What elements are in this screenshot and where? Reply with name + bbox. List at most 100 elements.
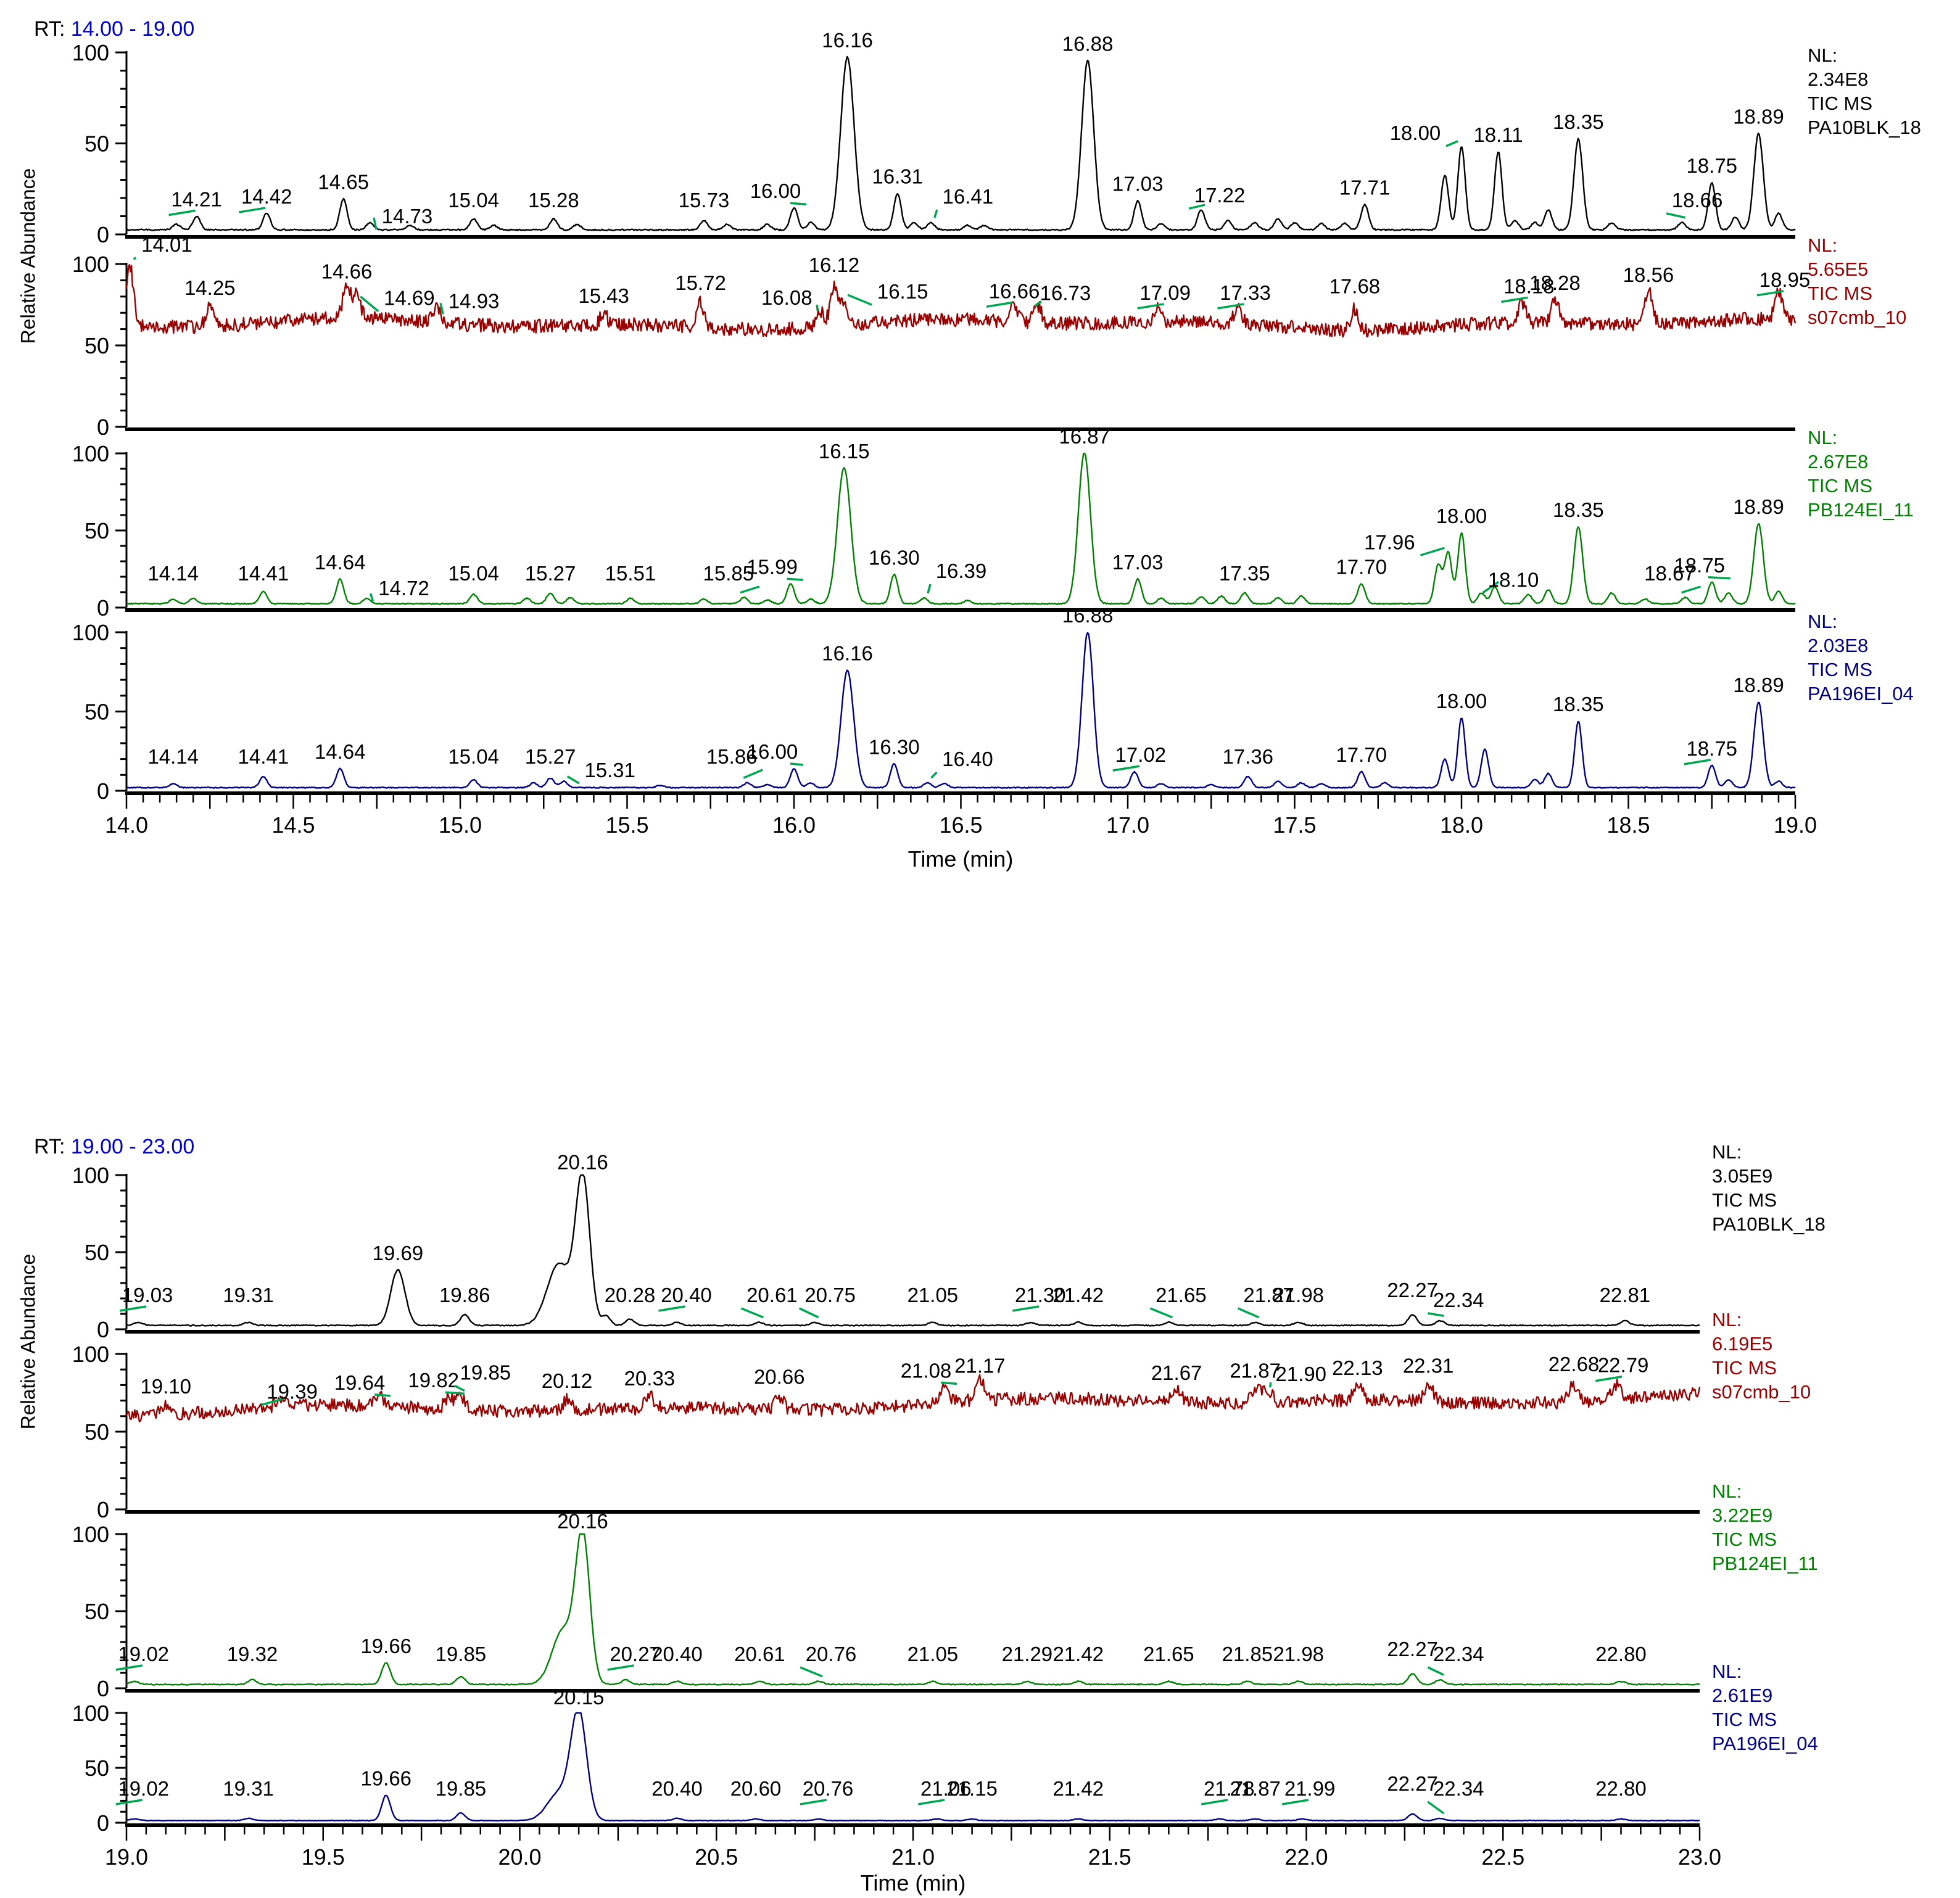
leader-line — [1137, 303, 1164, 310]
x-tick-label: 21.0 — [891, 1844, 935, 1870]
leader-line — [740, 1307, 764, 1319]
rt-range: 19.00 - 23.00 — [70, 1135, 195, 1158]
nl-filename: PB124EI_11 — [1712, 1553, 1818, 1574]
peak-label: 16.30 — [869, 546, 920, 569]
peak-label: 18.67 — [1644, 562, 1695, 585]
y-tick-label: 0 — [97, 1810, 109, 1836]
peak-label: 19.10 — [140, 1375, 191, 1398]
leader-line — [1427, 1312, 1444, 1317]
x-tick-label: 22.5 — [1481, 1844, 1524, 1870]
panel-PA10BLK_18: 0 50 100 19.03 19.31 19.69 19.86 20.16 20.28 20.4… — [72, 1150, 1700, 1342]
nl-filename: PB124EI_11 — [1808, 499, 1914, 521]
peak-label: 16.08 — [761, 286, 813, 309]
peak-label: 19.31 — [223, 1777, 274, 1800]
x-axis-title-set2: Time (min) — [860, 1870, 966, 1896]
peak-label: 18.75 — [1674, 554, 1725, 577]
panel-PA196EI_04: 0 50 100 19.02 19.31 19.66 19.85 20.15 20.40 20.6… — [72, 1686, 1700, 1836]
rt-header-set2: RT: 19.00 - 23.00 — [34, 1135, 194, 1159]
x-tick-label: 19.0 — [105, 1844, 148, 1870]
peak-label: 22.34 — [1433, 1643, 1484, 1665]
leader-line — [1445, 140, 1458, 147]
peak-label: 18.95 — [1759, 268, 1811, 291]
peak-label: 19.66 — [360, 1767, 411, 1790]
peak-label: 22.34 — [1433, 1777, 1484, 1800]
peak-label: 21.42 — [1052, 1777, 1104, 1800]
peak-label: 15.73 — [679, 189, 730, 212]
y-tick-label: 50 — [85, 518, 109, 543]
leader-line — [1033, 300, 1042, 308]
peak-label: 20.16 — [557, 1509, 608, 1532]
peak-label: 15.04 — [448, 745, 499, 768]
x-tick-label: 17.0 — [1106, 812, 1149, 838]
peak-label: 18.66 — [1672, 189, 1723, 212]
y-tick-label: 0 — [97, 1317, 109, 1342]
y-tick-label: 100 — [72, 40, 109, 65]
leader-line — [1427, 1666, 1444, 1676]
peak-label: 22.81 — [1600, 1284, 1651, 1306]
leader-line — [658, 1305, 685, 1312]
y-axis-title-set1: Relative Abundance — [17, 168, 39, 344]
peak-label: 19.86 — [439, 1284, 490, 1306]
peak-label: 21.85 — [1222, 1643, 1273, 1665]
peak-label: 18.10 — [1488, 568, 1539, 591]
peak-label: 19.85 — [460, 1361, 511, 1384]
leader-line — [445, 1391, 465, 1395]
peak-label: 21.98 — [1273, 1284, 1324, 1306]
peak-label: 14.21 — [171, 188, 222, 211]
peak-label: 18.00 — [1436, 505, 1487, 527]
peak-label: 18.35 — [1553, 693, 1604, 716]
peak-label: 18.56 — [1623, 263, 1674, 286]
peak-label: 15.99 — [746, 555, 798, 578]
leader-line — [1012, 1305, 1040, 1312]
leader-line — [261, 1397, 284, 1406]
peak-label: 21.42 — [1052, 1284, 1104, 1306]
leader-line — [1269, 1382, 1272, 1388]
nl-label: NL: — [1808, 44, 1838, 66]
peak-label: 14.01 — [141, 233, 192, 256]
leader-line — [800, 1666, 823, 1678]
peak-label: 20.33 — [624, 1367, 676, 1390]
peak-label: 16.12 — [809, 254, 860, 276]
peak-label: 21.15 — [946, 1777, 998, 1800]
leader-line — [439, 302, 444, 315]
peak-label: 20.76 — [803, 1777, 854, 1800]
peak-label: 16.88 — [1062, 604, 1114, 627]
peak-label: 20.40 — [651, 1643, 703, 1665]
trace-PB124EI_11 — [126, 452, 1796, 605]
leader-line — [133, 257, 137, 260]
peak-label: 16.30 — [869, 735, 920, 758]
peak-label: 14.41 — [238, 745, 289, 768]
peak-label: 17.70 — [1336, 555, 1387, 578]
nl-filename: PA196EI_04 — [1712, 1733, 1818, 1754]
y-tick-label: 50 — [85, 333, 109, 358]
peak-label: 17.03 — [1112, 172, 1164, 195]
peak-label: 20.16 — [557, 1150, 608, 1173]
peak-label: 17.09 — [1139, 281, 1191, 304]
leader-line — [798, 1307, 819, 1319]
peak-label: 20.27 — [610, 1643, 661, 1665]
nl-filename: PA196EI_04 — [1808, 683, 1914, 704]
nl-annotation-pa196ei-set2: NL: 2.61E9 TIC MS PA196EI_04 — [1712, 1659, 1818, 1756]
peak-label: 15.27 — [525, 562, 576, 585]
peak-label: 19.02 — [118, 1777, 169, 1800]
y-tick-label: 100 — [72, 252, 109, 277]
peak-label: 21.06 — [920, 1777, 972, 1800]
peak-label: 17.96 — [1364, 530, 1415, 553]
nl-signal: TIC MS — [1712, 1357, 1777, 1379]
y-tick-label: 0 — [97, 778, 109, 804]
x-tick-label: 16.5 — [939, 812, 982, 838]
peak-label: 22.80 — [1595, 1643, 1647, 1665]
peak-label: 22.34 — [1433, 1289, 1484, 1311]
x-tick-label: 20.5 — [695, 1844, 738, 1870]
peak-label: 22.31 — [1403, 1354, 1454, 1377]
peak-label: 21.90 — [1275, 1363, 1326, 1385]
nl-signal: TIC MS — [1808, 93, 1873, 114]
nl-value: 2.34E8 — [1808, 68, 1869, 90]
leader-line — [1217, 303, 1244, 310]
nl-value: 5.65E5 — [1808, 258, 1869, 280]
y-tick-label: 0 — [97, 595, 109, 621]
peak-label: 17.22 — [1194, 184, 1246, 207]
leader-line — [743, 769, 763, 779]
peak-label: 20.12 — [542, 1369, 593, 1392]
nl-signal: TIC MS — [1712, 1189, 1777, 1211]
